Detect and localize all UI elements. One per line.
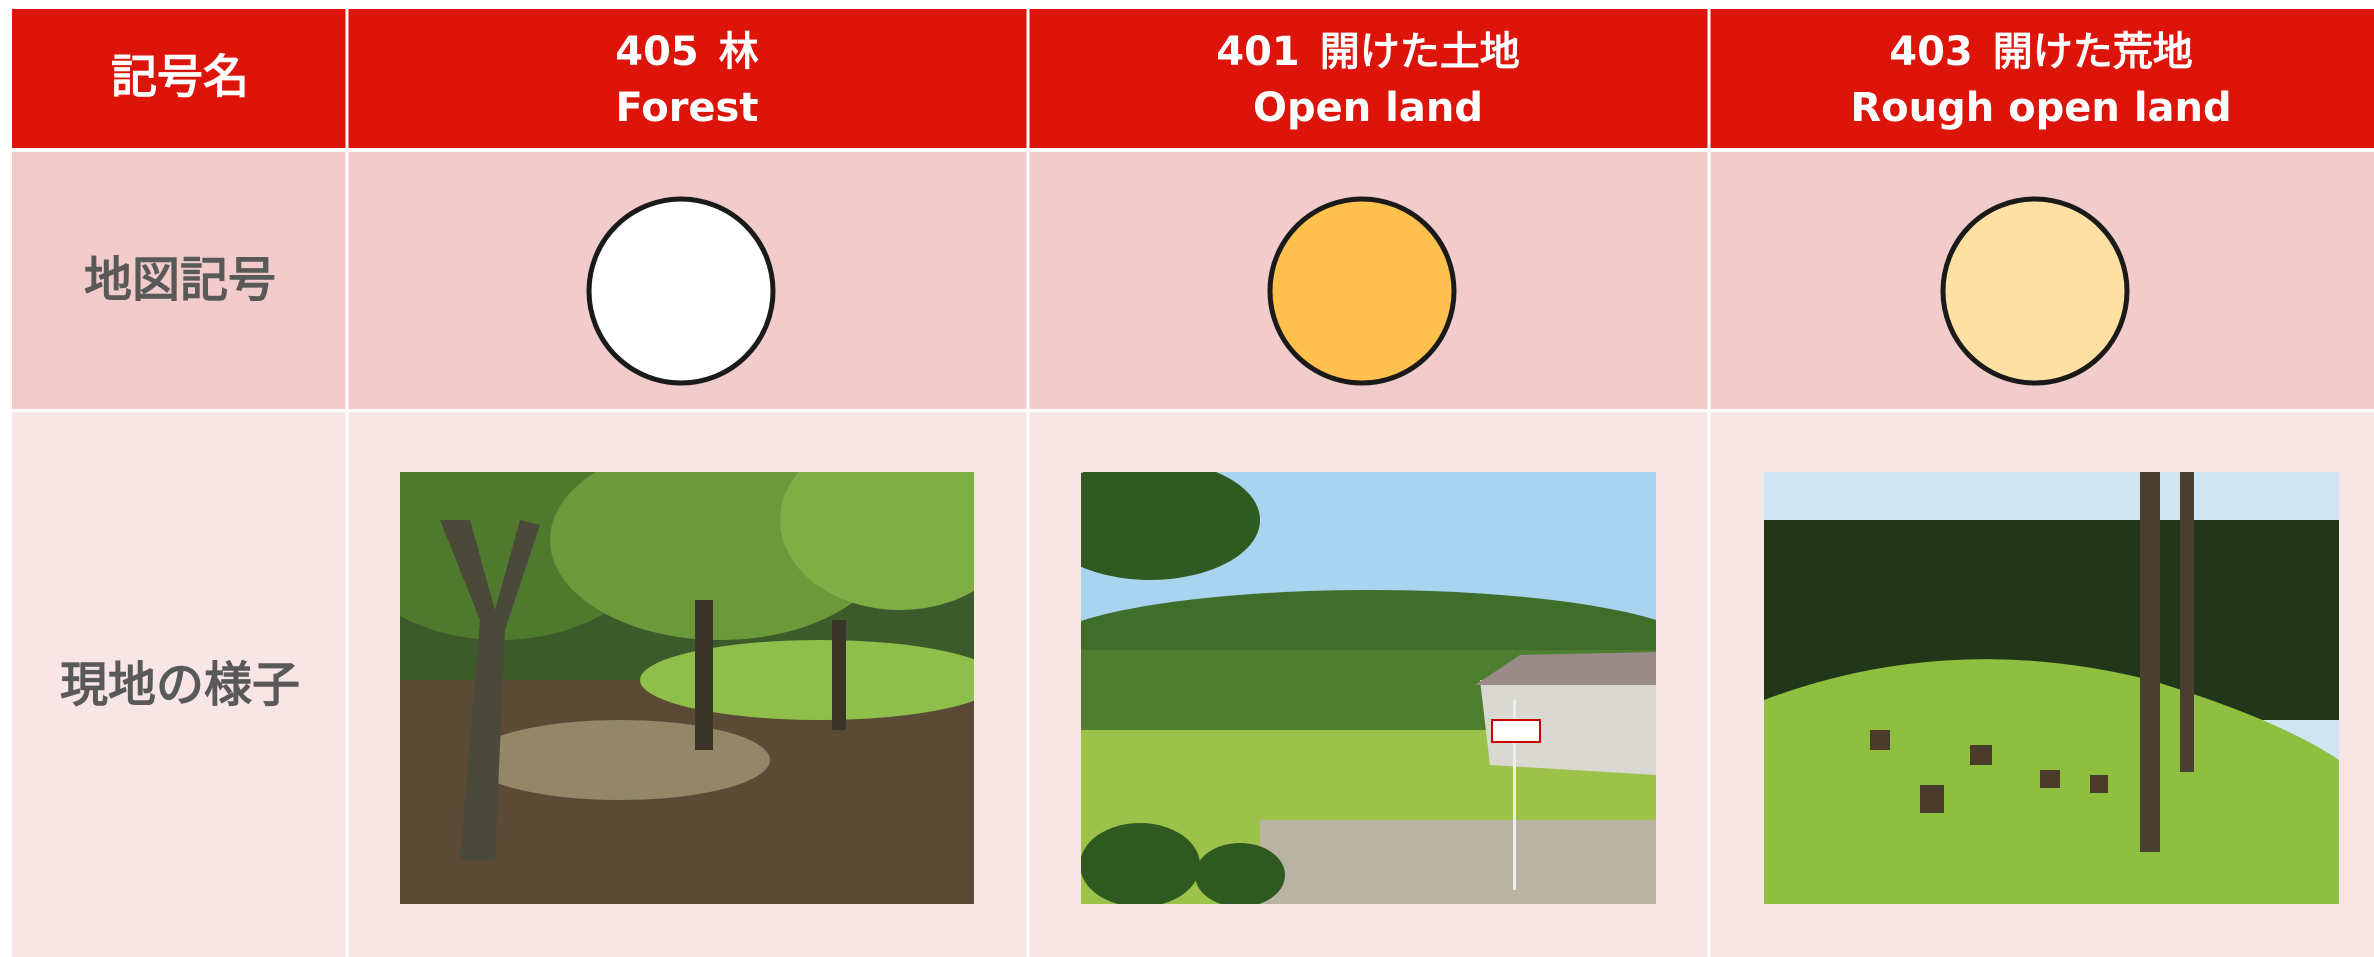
dividers — [345, 9, 1711, 957]
column-name-ja: 林 — [719, 29, 759, 75]
column-title: 401 開けた土地 — [1216, 29, 1520, 75]
map-symbol — [586, 196, 776, 386]
column-code: 401 — [1216, 29, 1300, 75]
corner-label: 記号名 — [111, 50, 249, 104]
column-code: 405 — [615, 29, 699, 75]
column-title: 403 開けた荒地 — [1889, 29, 2193, 75]
row-label: 現地の様子 — [60, 657, 300, 713]
map-symbols — [586, 196, 2130, 386]
map-symbol — [1267, 196, 1457, 386]
column-title: 405 林 — [615, 29, 759, 75]
photo-forest — [400, 472, 974, 904]
photo-open-land — [1081, 472, 1656, 904]
column-name-en: Open land — [1253, 85, 1483, 131]
column-name-ja: 開けた荒地 — [1993, 29, 2193, 75]
map-symbol — [1940, 196, 2130, 386]
column-code: 403 — [1889, 29, 1973, 75]
photo-rough-land — [1764, 472, 2339, 904]
column-name-ja: 開けた土地 — [1320, 29, 1520, 75]
header-row — [12, 9, 2374, 148]
column-name-en: Forest — [616, 85, 759, 131]
column-headers: 405 林 Forest 401 開けた土地 Open land 403 開けた荒地 Rough… — [615, 29, 2231, 131]
row-label: 地図記号 — [84, 252, 276, 308]
column-name-en: Rough open land — [1850, 85, 2231, 131]
